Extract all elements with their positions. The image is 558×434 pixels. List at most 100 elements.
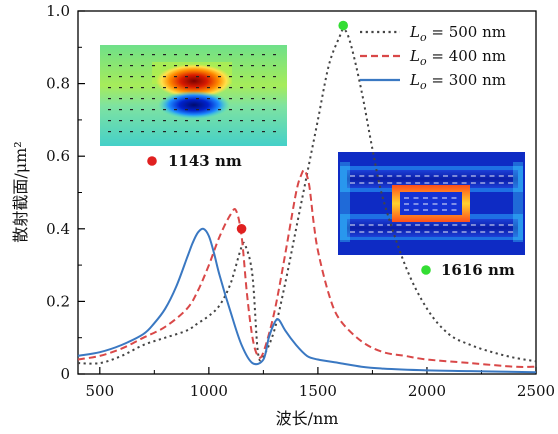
series-line-lo-400 xyxy=(77,168,537,368)
field-vector xyxy=(196,98,199,100)
field-vector xyxy=(119,98,122,100)
y-tick-label: 0.4 xyxy=(46,220,70,238)
field-vector xyxy=(240,131,243,133)
field-vector xyxy=(141,54,144,56)
field-vector xyxy=(218,54,221,56)
field-vector xyxy=(185,87,188,89)
field-vector xyxy=(207,109,210,111)
field-vector xyxy=(262,131,265,133)
field-vector xyxy=(229,54,232,56)
x-tick-label: 500 xyxy=(85,382,114,400)
field-vector xyxy=(152,109,155,111)
field-vector xyxy=(141,98,144,100)
field-vector xyxy=(218,120,221,122)
field-vector xyxy=(273,65,276,67)
field-vector xyxy=(174,131,177,133)
field-vector xyxy=(130,76,133,78)
field-vector xyxy=(185,76,188,78)
field-vector xyxy=(262,98,265,100)
field-vector xyxy=(218,76,221,78)
field-vector xyxy=(185,131,188,133)
field-vector xyxy=(251,65,254,67)
field-vector xyxy=(119,54,122,56)
field-vector xyxy=(130,120,133,122)
field-vector xyxy=(218,87,221,89)
field-vector xyxy=(141,65,144,67)
field-vector xyxy=(185,109,188,111)
field-vector xyxy=(163,131,166,133)
x-axis-ticks: 500 1000 1500 2000 2500 xyxy=(85,367,555,400)
field-vector xyxy=(108,98,111,100)
field-vector xyxy=(196,65,199,67)
field-vector xyxy=(152,131,155,133)
field-vector xyxy=(240,109,243,111)
field-vector xyxy=(152,76,155,78)
field-vector xyxy=(218,65,221,67)
field-vector xyxy=(141,120,144,122)
field-vector xyxy=(229,76,232,78)
legend-label-500: Lo = 500 nm xyxy=(409,23,506,44)
marker-1143-legend-dot xyxy=(147,156,157,166)
field-vector xyxy=(207,120,210,122)
field-vector xyxy=(108,65,111,67)
marker-layer xyxy=(236,20,349,234)
x-tick-label: 1000 xyxy=(190,382,228,400)
marker-1616-point xyxy=(338,20,349,31)
field-vector xyxy=(273,54,276,56)
field-vector xyxy=(262,109,265,111)
field-vector xyxy=(229,98,232,100)
field-vector xyxy=(108,54,111,56)
field-vector xyxy=(163,65,166,67)
marker-1143-point xyxy=(236,224,247,234)
field-vector xyxy=(152,98,155,100)
field-vector xyxy=(207,65,210,67)
field-vector xyxy=(119,120,122,122)
field-vector xyxy=(251,131,254,133)
field-vector xyxy=(119,65,122,67)
field-vector xyxy=(141,109,144,111)
field-vector xyxy=(152,87,155,89)
field-vector xyxy=(207,131,210,133)
field-vector xyxy=(229,109,232,111)
field-vector xyxy=(119,109,122,111)
field-vector xyxy=(130,54,133,56)
y-tick-label: 0.2 xyxy=(46,292,70,310)
field-vector xyxy=(185,65,188,67)
field-vector xyxy=(207,54,210,56)
y-axis-title: 散射截面/μm² xyxy=(11,141,30,242)
field-vector xyxy=(207,98,210,100)
inset-field-map-1143 xyxy=(100,45,287,146)
field-vector xyxy=(218,109,221,111)
field-vector xyxy=(273,87,276,89)
field-vector xyxy=(251,120,254,122)
legend-label-300: Lo = 300 nm xyxy=(409,71,506,92)
field-vector xyxy=(174,120,177,122)
field-vector xyxy=(262,87,265,89)
field-vector xyxy=(251,54,254,56)
field-vector xyxy=(119,131,122,133)
field-vector xyxy=(185,98,188,100)
field-vector xyxy=(174,98,177,100)
field-vector xyxy=(240,65,243,67)
series-line-lo-300 xyxy=(77,227,537,374)
field-vector xyxy=(240,98,243,100)
field-vector xyxy=(174,65,177,67)
inset-1616-label: 1616 nm xyxy=(441,261,515,279)
field-vector xyxy=(240,54,243,56)
field-vector xyxy=(273,109,276,111)
field-vector xyxy=(229,120,232,122)
inset-field-map-1616 xyxy=(338,152,525,255)
field-vector xyxy=(185,54,188,56)
field-vector xyxy=(196,120,199,122)
field-vector xyxy=(207,87,210,89)
inset-1143-label: 1143 nm xyxy=(168,152,242,170)
field-vector xyxy=(273,131,276,133)
field-vector xyxy=(152,54,155,56)
field-vector xyxy=(130,98,133,100)
field-vector xyxy=(196,87,199,89)
field-vector xyxy=(130,131,133,133)
y-tick-label: 0.6 xyxy=(46,147,70,165)
field-vector xyxy=(251,109,254,111)
marker-1616-legend-dot xyxy=(421,265,431,275)
